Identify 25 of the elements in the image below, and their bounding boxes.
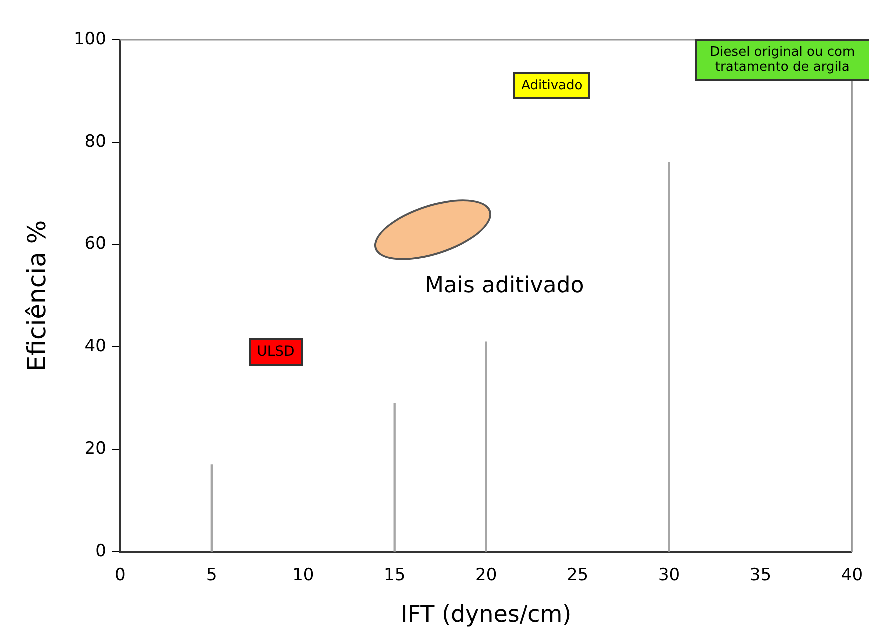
x-tick-label: 5 — [206, 566, 218, 586]
x-tick-label: 35 — [750, 566, 772, 586]
y-axis-title: Eficiência % — [22, 220, 52, 372]
y-tick-label: 80 — [84, 132, 106, 152]
y-tick-label: 60 — [84, 234, 106, 254]
bar — [668, 162, 670, 552]
annotation: Diesel original ou com tratamento de argila — [694, 39, 869, 82]
x-tick-label: 20 — [475, 566, 498, 586]
x-tick-label: 0 — [115, 566, 126, 586]
annotation: Mais aditivado — [424, 273, 584, 298]
x-axis-title: IFT (dynes/cm) — [400, 602, 572, 628]
x-tick-label: 15 — [384, 566, 406, 586]
x-tick-label: 30 — [658, 566, 680, 586]
y-tick-label: 100 — [74, 29, 106, 50]
annotation: ULSD — [249, 338, 303, 366]
x-tick-label: 10 — [292, 566, 314, 586]
bar — [394, 403, 396, 552]
y-tick-label: 0 — [96, 541, 106, 562]
bar — [485, 342, 488, 552]
annotation: Aditivado — [514, 72, 591, 100]
y-tick-label: 40 — [84, 336, 106, 357]
x-tick-label: 40 — [841, 566, 864, 586]
y-tick-label: 20 — [84, 439, 106, 460]
bar — [210, 464, 213, 552]
x-tick-label: 25 — [566, 566, 589, 586]
